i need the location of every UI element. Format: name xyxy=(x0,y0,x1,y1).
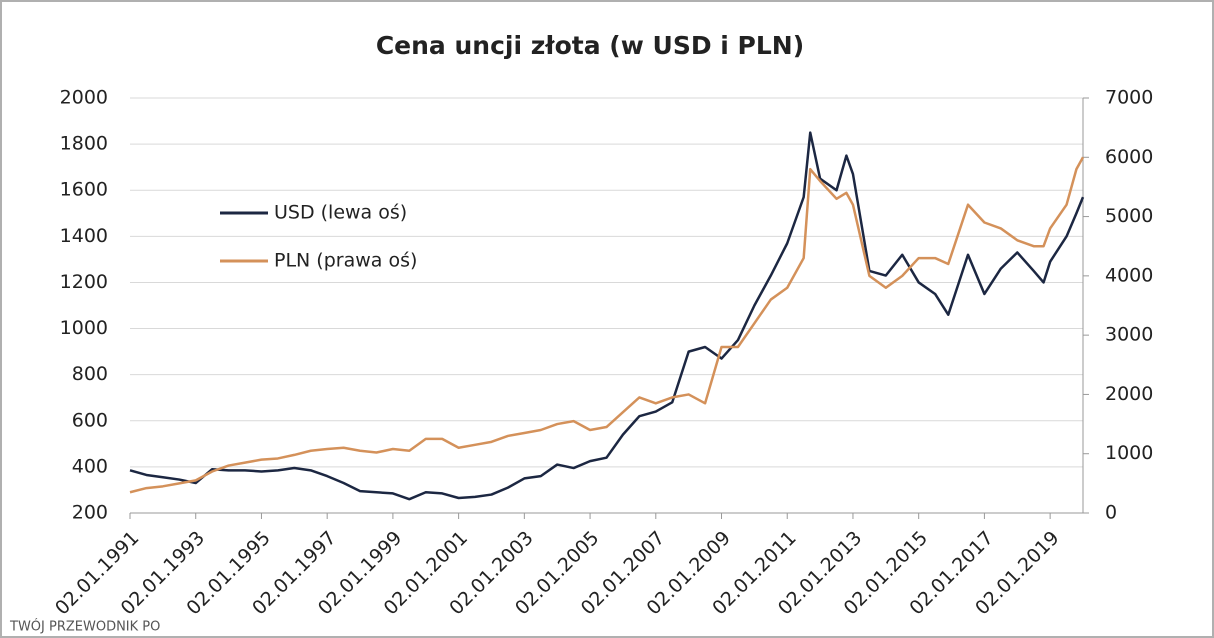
chart-title: Cena uncji złota (w USD i PLN) xyxy=(376,31,804,60)
y-tick-label: 200 xyxy=(72,502,108,524)
y2-tick-label: 6000 xyxy=(1105,146,1153,168)
y2-tick-label: 0 xyxy=(1105,502,1117,524)
y-tick-label: 1600 xyxy=(60,179,108,201)
legend-label: PLN (prawa oś) xyxy=(274,250,417,272)
y2-tick-label: 1000 xyxy=(1105,442,1153,464)
y-tick-label: 1800 xyxy=(60,133,108,155)
y2-tick-label: 7000 xyxy=(1105,87,1153,109)
y2-tick-label: 2000 xyxy=(1105,383,1153,405)
y2-tick-label: 4000 xyxy=(1105,264,1153,286)
y2-tick-label: 3000 xyxy=(1105,324,1153,346)
legend-label: USD (lewa oś) xyxy=(274,202,407,224)
y-tick-label: 600 xyxy=(72,409,108,431)
line-series xyxy=(129,156,1085,494)
watermark: TWÓJ PRZEWODNIK PO xyxy=(9,619,160,635)
y-tick-label: 1000 xyxy=(60,317,108,339)
y-tick-label: 1400 xyxy=(60,225,108,247)
y-tick-label: 800 xyxy=(72,363,108,385)
y-tick-label: 1200 xyxy=(60,271,108,293)
line-series xyxy=(129,131,1085,501)
y2-tick-label: 5000 xyxy=(1105,205,1153,227)
y-tick-label: 400 xyxy=(72,455,108,477)
y-tick-label: 2000 xyxy=(60,87,108,109)
